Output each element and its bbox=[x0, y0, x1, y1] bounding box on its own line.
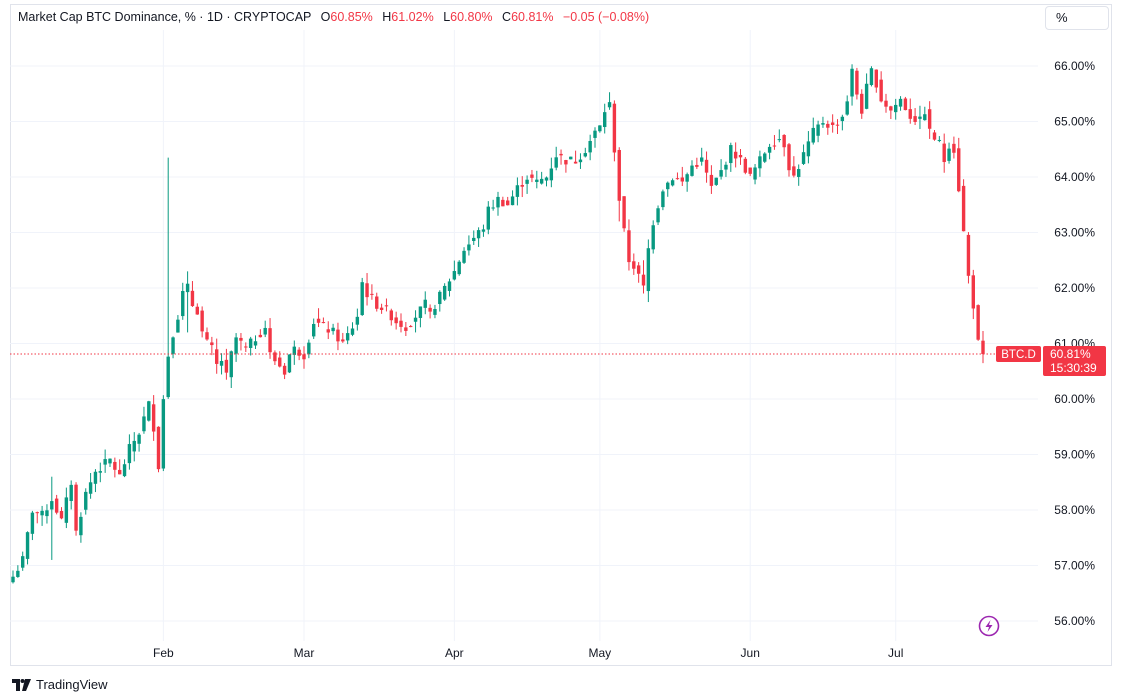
tradingview-logo-icon bbox=[12, 679, 31, 691]
close-value: 60.81% bbox=[511, 10, 554, 24]
high-value: 61.02% bbox=[391, 10, 434, 24]
legend-header: Market Cap BTC Dominance, % · 1D · CRYPT… bbox=[18, 8, 649, 26]
symbol-title: Market Cap BTC Dominance, % · 1D · CRYPT… bbox=[18, 10, 312, 24]
open-label: O bbox=[320, 10, 331, 24]
chart-frame bbox=[10, 4, 1112, 666]
high-label: H bbox=[382, 10, 392, 24]
close-label: C bbox=[502, 10, 512, 24]
percent-scale-button[interactable]: % bbox=[1045, 6, 1109, 30]
tradingview-brand: TradingView bbox=[36, 677, 108, 692]
low-label: L bbox=[443, 10, 451, 24]
change-value: −0.05 (−0.08%) bbox=[562, 10, 650, 24]
open-value: 60.85% bbox=[330, 10, 373, 24]
tradingview-footer[interactable]: TradingView bbox=[12, 674, 108, 696]
low-value: 60.80% bbox=[450, 10, 493, 24]
